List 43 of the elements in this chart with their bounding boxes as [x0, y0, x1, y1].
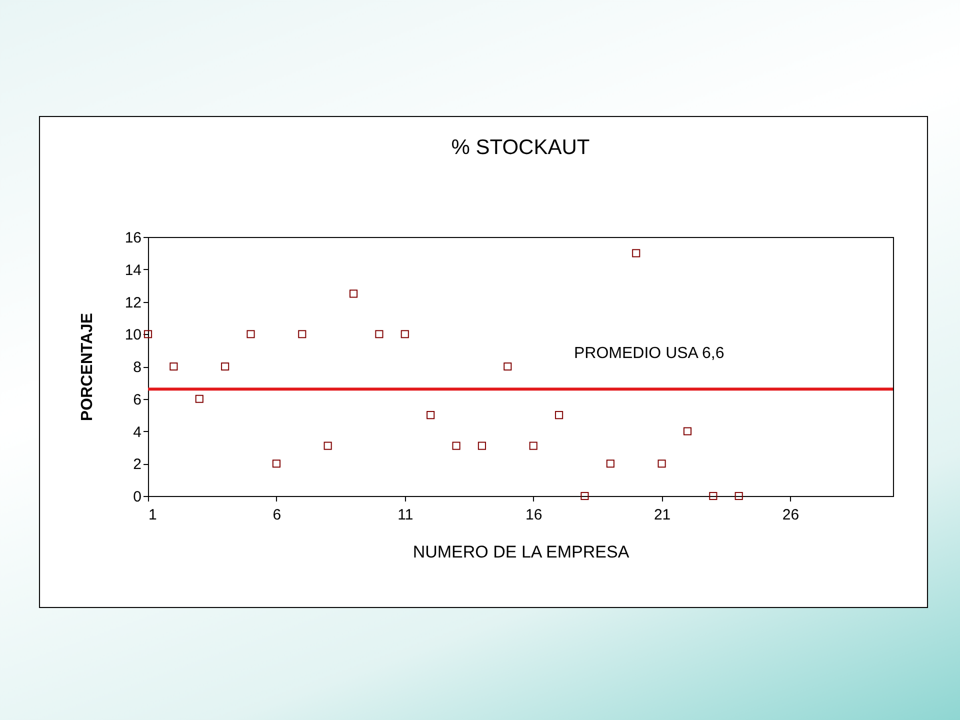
- point: [478, 442, 486, 450]
- x-tick-label: 16: [526, 506, 542, 524]
- x-tick-label: 11: [398, 506, 414, 524]
- point: [349, 290, 358, 298]
- y-tick-label: 2: [133, 456, 142, 474]
- x-tick-label: 21: [654, 506, 671, 524]
- point: [298, 330, 306, 338]
- y-tick-label: 4: [133, 424, 142, 441]
- x-tick-label: 6: [272, 506, 282, 524]
- point: [246, 330, 255, 338]
- y-tick-label: 12: [124, 294, 142, 312]
- y-tick-label: 6: [133, 391, 142, 408]
- point: [324, 442, 332, 450]
- x-tick-label: 26: [782, 506, 800, 524]
- y-axis-title: PORCENTAJE: [78, 312, 96, 422]
- x-tick-label: 1: [148, 506, 157, 524]
- point: [221, 362, 230, 371]
- point: [375, 330, 384, 338]
- point: [170, 362, 178, 371]
- point: [580, 492, 589, 500]
- point: [272, 460, 280, 468]
- point: [683, 427, 692, 436]
- point: [452, 442, 460, 450]
- point: [632, 249, 640, 258]
- y-tick-label: 8: [133, 359, 142, 376]
- point: [529, 442, 538, 450]
- point: [606, 460, 614, 468]
- y-tick-label: 16: [124, 230, 142, 246]
- y-tick-label: 14: [124, 262, 142, 279]
- point: [709, 492, 718, 500]
- point: [426, 411, 435, 420]
- point: [658, 460, 666, 468]
- point: [400, 330, 409, 338]
- y-tick-label: 10: [124, 326, 142, 344]
- x-axis-title: NUMERO DE LA EMPRESA: [412, 542, 630, 562]
- point: [504, 362, 512, 371]
- y-tick-label: 0: [133, 488, 142, 506]
- chart-title: % STOCKAUT: [451, 136, 590, 159]
- point: [144, 330, 152, 338]
- point: [195, 394, 204, 403]
- point: [734, 492, 743, 500]
- ref-line-label: PROMEDIO USA 6,6: [574, 345, 724, 362]
- point: [555, 411, 564, 420]
